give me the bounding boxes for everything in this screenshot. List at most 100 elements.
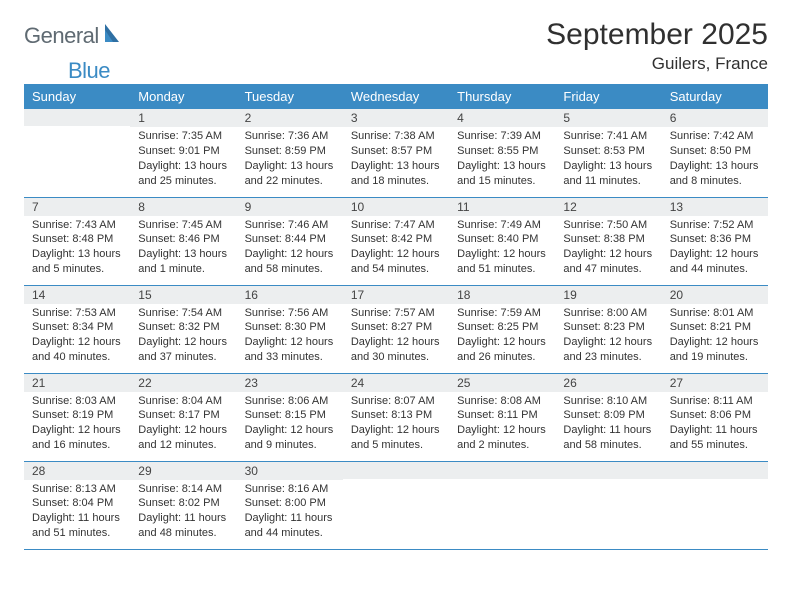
day-number: 18: [449, 286, 555, 304]
day-number: 23: [237, 374, 343, 392]
calendar-day-cell: [662, 461, 768, 549]
calendar-day-cell: 11Sunrise: 7:49 AMSunset: 8:40 PMDayligh…: [449, 197, 555, 285]
calendar-day-cell: 20Sunrise: 8:01 AMSunset: 8:21 PMDayligh…: [662, 285, 768, 373]
day-number: 14: [24, 286, 130, 304]
day-number: 29: [130, 462, 236, 480]
day-details: Sunrise: 7:41 AMSunset: 8:53 PMDaylight:…: [555, 127, 661, 192]
calendar-day-cell: 25Sunrise: 8:08 AMSunset: 8:11 PMDayligh…: [449, 373, 555, 461]
calendar-week-row: 14Sunrise: 7:53 AMSunset: 8:34 PMDayligh…: [24, 285, 768, 373]
calendar-day-cell: [24, 109, 130, 197]
calendar-day-cell: 29Sunrise: 8:14 AMSunset: 8:02 PMDayligh…: [130, 461, 236, 549]
day-details: Sunrise: 7:53 AMSunset: 8:34 PMDaylight:…: [24, 304, 130, 369]
day-number: 9: [237, 198, 343, 216]
sail-icon: [103, 22, 123, 49]
calendar-day-cell: 12Sunrise: 7:50 AMSunset: 8:38 PMDayligh…: [555, 197, 661, 285]
calendar-day-cell: 1Sunrise: 7:35 AMSunset: 9:01 PMDaylight…: [130, 109, 236, 197]
calendar-day-cell: [555, 461, 661, 549]
day-details: Sunrise: 7:46 AMSunset: 8:44 PMDaylight:…: [237, 216, 343, 281]
day-number: 22: [130, 374, 236, 392]
calendar-day-cell: 18Sunrise: 7:59 AMSunset: 8:25 PMDayligh…: [449, 285, 555, 373]
day-details: Sunrise: 7:38 AMSunset: 8:57 PMDaylight:…: [343, 127, 449, 192]
day-number: 21: [24, 374, 130, 392]
location-label: Guilers, France: [546, 54, 768, 74]
day-number: 26: [555, 374, 661, 392]
day-number: 19: [555, 286, 661, 304]
weekday-header-cell: Friday: [555, 84, 661, 109]
day-details: Sunrise: 7:43 AMSunset: 8:48 PMDaylight:…: [24, 216, 130, 281]
calendar-day-cell: 7Sunrise: 7:43 AMSunset: 8:48 PMDaylight…: [24, 197, 130, 285]
calendar-week-row: 7Sunrise: 7:43 AMSunset: 8:48 PMDaylight…: [24, 197, 768, 285]
calendar-day-cell: 9Sunrise: 7:46 AMSunset: 8:44 PMDaylight…: [237, 197, 343, 285]
day-details: Sunrise: 8:10 AMSunset: 8:09 PMDaylight:…: [555, 392, 661, 457]
day-number: 1: [130, 109, 236, 127]
calendar-day-cell: 5Sunrise: 7:41 AMSunset: 8:53 PMDaylight…: [555, 109, 661, 197]
calendar-day-cell: 8Sunrise: 7:45 AMSunset: 8:46 PMDaylight…: [130, 197, 236, 285]
day-number: 6: [662, 109, 768, 127]
calendar-day-cell: 13Sunrise: 7:52 AMSunset: 8:36 PMDayligh…: [662, 197, 768, 285]
day-number: 28: [24, 462, 130, 480]
calendar-day-cell: 30Sunrise: 8:16 AMSunset: 8:00 PMDayligh…: [237, 461, 343, 549]
day-number: 13: [662, 198, 768, 216]
calendar-day-cell: 16Sunrise: 7:56 AMSunset: 8:30 PMDayligh…: [237, 285, 343, 373]
day-number: 12: [555, 198, 661, 216]
title-block: September 2025 Guilers, France: [546, 18, 768, 74]
header: General September 2025 Guilers, France: [24, 18, 768, 74]
day-details: Sunrise: 8:04 AMSunset: 8:17 PMDaylight:…: [130, 392, 236, 457]
calendar-day-cell: 27Sunrise: 8:11 AMSunset: 8:06 PMDayligh…: [662, 373, 768, 461]
day-number: [449, 462, 555, 479]
day-details: Sunrise: 8:03 AMSunset: 8:19 PMDaylight:…: [24, 392, 130, 457]
calendar-day-cell: 15Sunrise: 7:54 AMSunset: 8:32 PMDayligh…: [130, 285, 236, 373]
calendar-day-cell: 21Sunrise: 8:03 AMSunset: 8:19 PMDayligh…: [24, 373, 130, 461]
weekday-header-cell: Tuesday: [237, 84, 343, 109]
calendar-day-cell: 4Sunrise: 7:39 AMSunset: 8:55 PMDaylight…: [449, 109, 555, 197]
day-details: Sunrise: 8:16 AMSunset: 8:00 PMDaylight:…: [237, 480, 343, 545]
weekday-header-cell: Sunday: [24, 84, 130, 109]
day-details: Sunrise: 8:00 AMSunset: 8:23 PMDaylight:…: [555, 304, 661, 369]
day-details: Sunrise: 7:42 AMSunset: 8:50 PMDaylight:…: [662, 127, 768, 192]
brand-logo: General: [24, 18, 125, 49]
day-details: [449, 479, 555, 485]
weekday-header-cell: Monday: [130, 84, 236, 109]
calendar-day-cell: 14Sunrise: 7:53 AMSunset: 8:34 PMDayligh…: [24, 285, 130, 373]
day-details: Sunrise: 7:47 AMSunset: 8:42 PMDaylight:…: [343, 216, 449, 281]
calendar-weekday-header: SundayMondayTuesdayWednesdayThursdayFrid…: [24, 84, 768, 109]
day-details: Sunrise: 7:54 AMSunset: 8:32 PMDaylight:…: [130, 304, 236, 369]
calendar-day-cell: 19Sunrise: 8:00 AMSunset: 8:23 PMDayligh…: [555, 285, 661, 373]
calendar-day-cell: 6Sunrise: 7:42 AMSunset: 8:50 PMDaylight…: [662, 109, 768, 197]
day-details: Sunrise: 7:52 AMSunset: 8:36 PMDaylight:…: [662, 216, 768, 281]
day-details: [24, 126, 130, 132]
day-details: Sunrise: 7:39 AMSunset: 8:55 PMDaylight:…: [449, 127, 555, 192]
calendar-day-cell: 24Sunrise: 8:07 AMSunset: 8:13 PMDayligh…: [343, 373, 449, 461]
calendar-day-cell: 2Sunrise: 7:36 AMSunset: 8:59 PMDaylight…: [237, 109, 343, 197]
day-number: 5: [555, 109, 661, 127]
weekday-header-cell: Saturday: [662, 84, 768, 109]
brand-part1: General: [24, 23, 99, 49]
day-number: [555, 462, 661, 479]
calendar-day-cell: 3Sunrise: 7:38 AMSunset: 8:57 PMDaylight…: [343, 109, 449, 197]
day-details: Sunrise: 8:06 AMSunset: 8:15 PMDaylight:…: [237, 392, 343, 457]
weekday-header-cell: Thursday: [449, 84, 555, 109]
day-details: Sunrise: 7:35 AMSunset: 9:01 PMDaylight:…: [130, 127, 236, 192]
day-number: 15: [130, 286, 236, 304]
weekday-header-cell: Wednesday: [343, 84, 449, 109]
calendar-day-cell: 26Sunrise: 8:10 AMSunset: 8:09 PMDayligh…: [555, 373, 661, 461]
day-details: Sunrise: 7:45 AMSunset: 8:46 PMDaylight:…: [130, 216, 236, 281]
calendar-day-cell: 22Sunrise: 8:04 AMSunset: 8:17 PMDayligh…: [130, 373, 236, 461]
month-title: September 2025: [546, 18, 768, 52]
day-number: [662, 462, 768, 479]
calendar-body: 1Sunrise: 7:35 AMSunset: 9:01 PMDaylight…: [24, 109, 768, 549]
calendar-week-row: 28Sunrise: 8:13 AMSunset: 8:04 PMDayligh…: [24, 461, 768, 549]
day-number: 11: [449, 198, 555, 216]
calendar-week-row: 1Sunrise: 7:35 AMSunset: 9:01 PMDaylight…: [24, 109, 768, 197]
day-details: [343, 479, 449, 485]
day-number: 17: [343, 286, 449, 304]
day-number: 2: [237, 109, 343, 127]
calendar-day-cell: 23Sunrise: 8:06 AMSunset: 8:15 PMDayligh…: [237, 373, 343, 461]
day-number: 16: [237, 286, 343, 304]
calendar-day-cell: 17Sunrise: 7:57 AMSunset: 8:27 PMDayligh…: [343, 285, 449, 373]
page-root: General September 2025 Guilers, France B…: [0, 0, 792, 560]
day-number: 4: [449, 109, 555, 127]
day-details: Sunrise: 8:08 AMSunset: 8:11 PMDaylight:…: [449, 392, 555, 457]
calendar-day-cell: 28Sunrise: 8:13 AMSunset: 8:04 PMDayligh…: [24, 461, 130, 549]
day-details: Sunrise: 8:14 AMSunset: 8:02 PMDaylight:…: [130, 480, 236, 545]
